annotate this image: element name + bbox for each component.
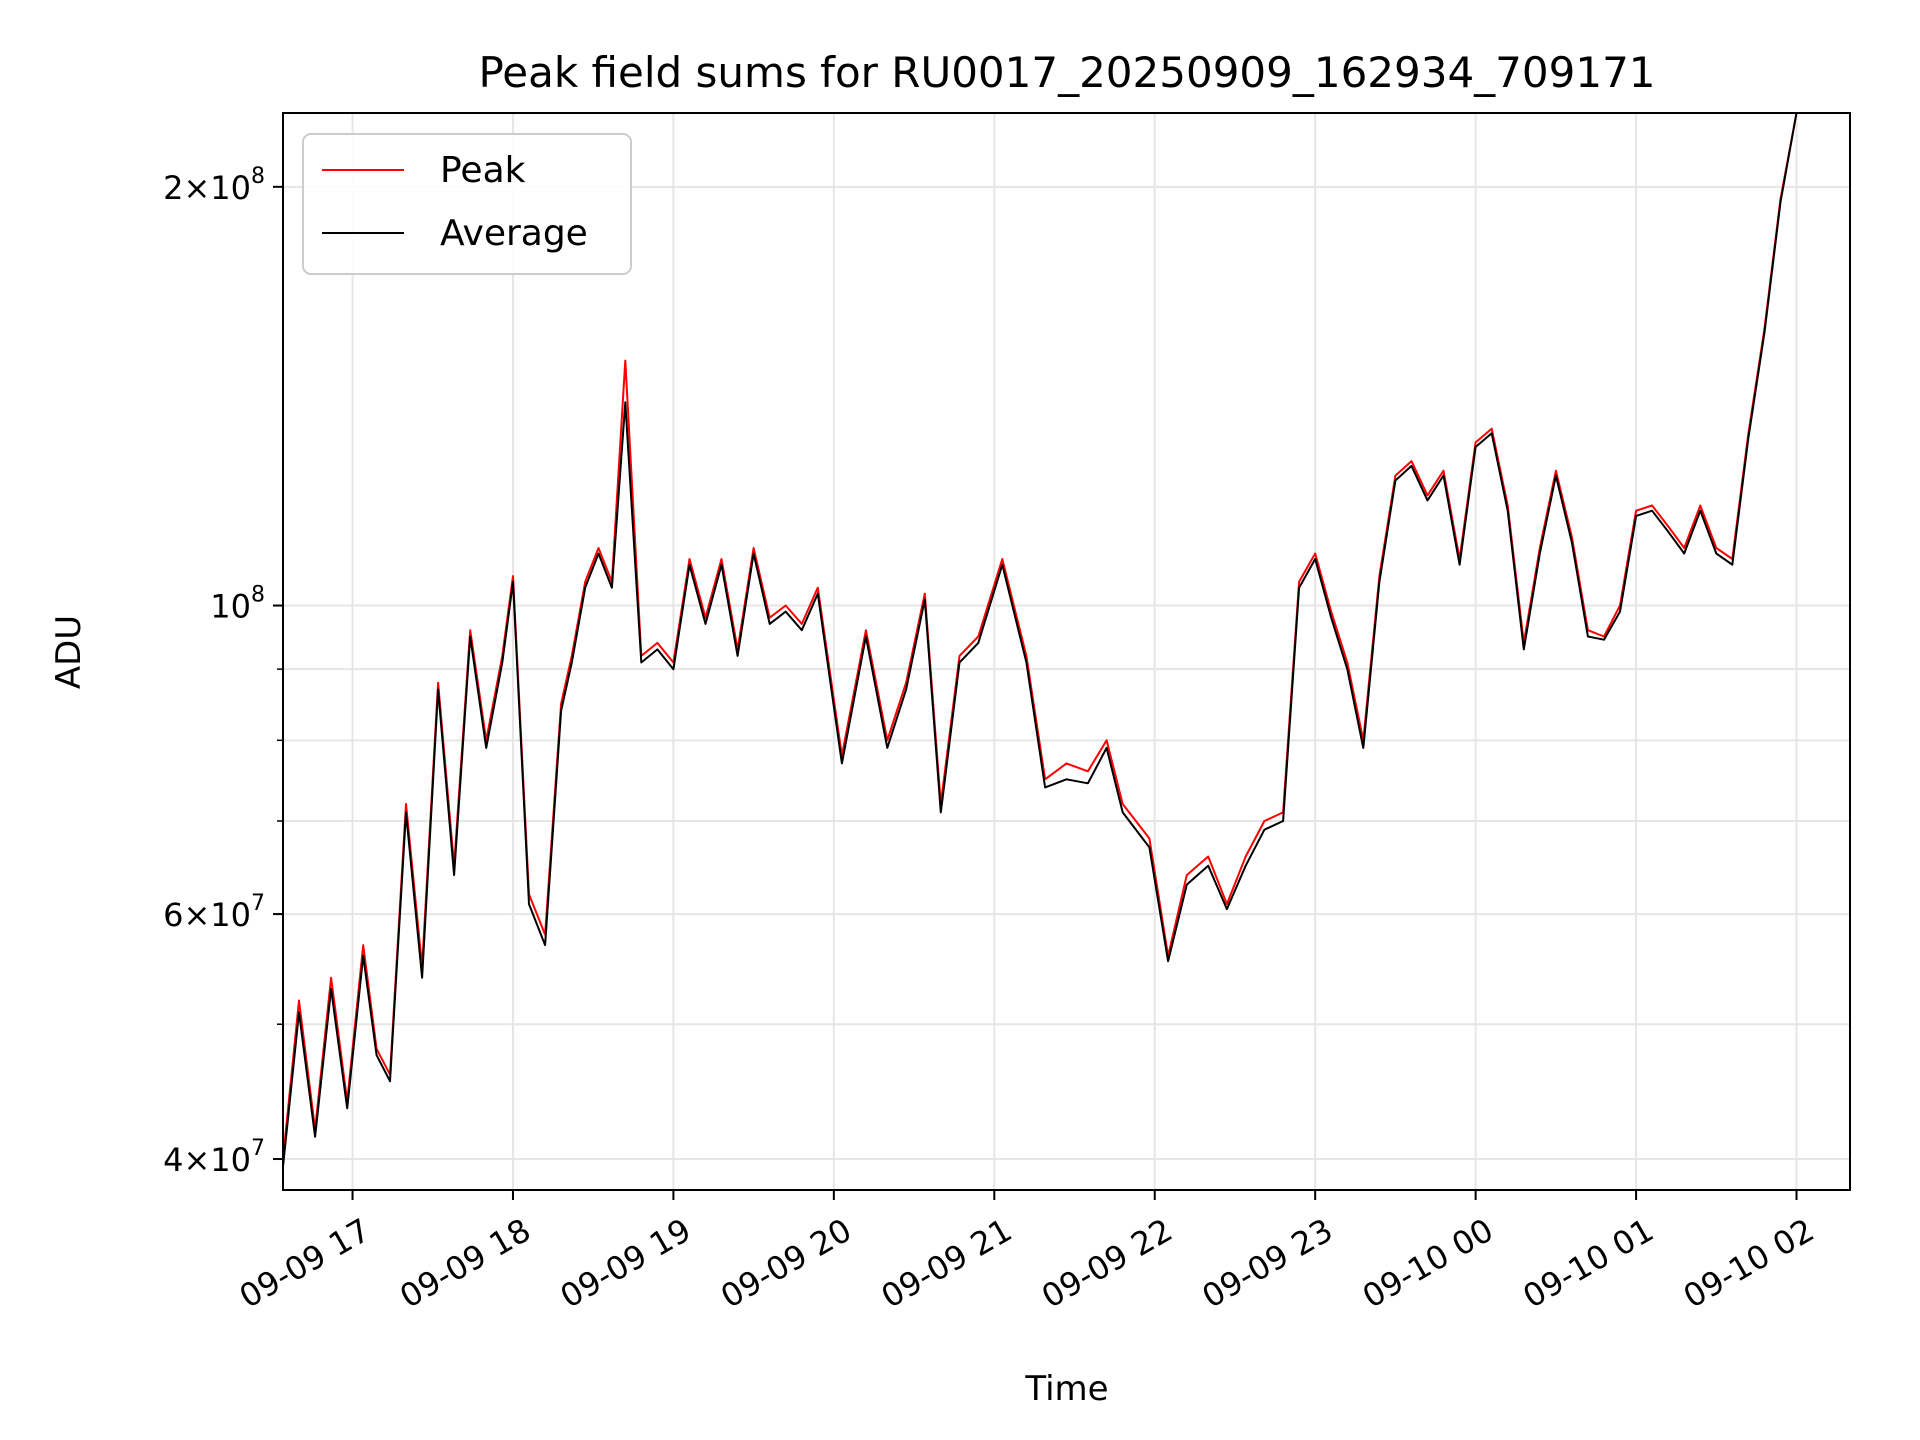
y-axis-label: ADU (49, 615, 89, 689)
x-axis-label: Time (1024, 1369, 1108, 1409)
legend: Peak Average (302, 133, 632, 275)
legend-label-average: Average (440, 213, 588, 254)
plot-frame (282, 112, 1851, 1191)
series-line-peak (283, 113, 1798, 1160)
legend-label-peak: Peak (440, 150, 526, 191)
y-tick-label: 2×108 (163, 164, 265, 207)
chart-title: Peak field sums for RU0017_20250909_1629… (478, 48, 1655, 97)
grid (283, 113, 1850, 1190)
series-line-average (283, 113, 1798, 1167)
y-tick-label: 4×107 (163, 1136, 265, 1179)
y-tick-label: 108 (210, 583, 265, 626)
y-tick-label: 6×107 (163, 891, 265, 934)
